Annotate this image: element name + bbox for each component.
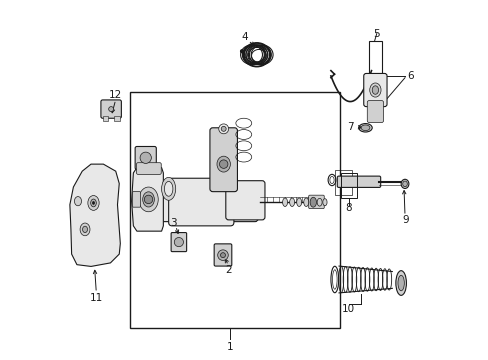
FancyBboxPatch shape — [214, 244, 231, 266]
Ellipse shape — [395, 271, 406, 295]
FancyBboxPatch shape — [366, 100, 383, 122]
Ellipse shape — [369, 83, 380, 97]
Ellipse shape — [164, 181, 173, 196]
FancyBboxPatch shape — [132, 192, 140, 207]
Ellipse shape — [92, 202, 94, 204]
Ellipse shape — [108, 107, 113, 112]
Ellipse shape — [139, 187, 158, 212]
Text: 8: 8 — [345, 203, 351, 213]
Ellipse shape — [322, 199, 326, 206]
Ellipse shape — [303, 198, 308, 207]
Circle shape — [217, 250, 228, 260]
Bar — [341, 173, 356, 198]
Circle shape — [218, 124, 228, 134]
Bar — [114, 116, 120, 121]
FancyBboxPatch shape — [136, 163, 161, 174]
Circle shape — [220, 253, 225, 258]
Text: 12: 12 — [109, 90, 122, 100]
FancyBboxPatch shape — [337, 176, 380, 188]
Ellipse shape — [80, 223, 90, 236]
Ellipse shape — [82, 226, 87, 233]
Bar — [102, 116, 108, 121]
Bar — [368, 41, 381, 76]
FancyBboxPatch shape — [157, 186, 257, 222]
Text: 7: 7 — [346, 122, 353, 132]
FancyBboxPatch shape — [308, 195, 324, 208]
Text: 5: 5 — [373, 28, 379, 39]
Circle shape — [219, 160, 227, 168]
Circle shape — [221, 126, 225, 131]
Circle shape — [140, 152, 151, 163]
Text: 10: 10 — [341, 304, 354, 314]
Ellipse shape — [289, 198, 294, 207]
Ellipse shape — [282, 198, 287, 207]
Text: 6: 6 — [406, 71, 412, 81]
FancyBboxPatch shape — [171, 233, 186, 252]
Bar — [334, 170, 351, 195]
Ellipse shape — [90, 199, 96, 207]
Ellipse shape — [317, 198, 322, 206]
Circle shape — [144, 195, 152, 204]
Circle shape — [240, 50, 243, 53]
Text: 2: 2 — [225, 265, 231, 275]
Circle shape — [174, 238, 183, 247]
Ellipse shape — [161, 177, 175, 200]
FancyBboxPatch shape — [135, 147, 156, 170]
FancyBboxPatch shape — [363, 73, 386, 107]
FancyBboxPatch shape — [168, 178, 233, 226]
Ellipse shape — [360, 125, 369, 131]
Ellipse shape — [397, 275, 404, 291]
Ellipse shape — [309, 197, 316, 207]
FancyBboxPatch shape — [225, 181, 264, 220]
Text: 1: 1 — [226, 342, 233, 351]
Ellipse shape — [402, 181, 407, 187]
Ellipse shape — [358, 123, 371, 132]
Ellipse shape — [88, 195, 99, 210]
FancyBboxPatch shape — [101, 100, 121, 118]
Ellipse shape — [400, 179, 408, 189]
Ellipse shape — [142, 192, 154, 207]
Ellipse shape — [296, 198, 301, 207]
Ellipse shape — [74, 197, 81, 206]
Text: 9: 9 — [402, 215, 408, 225]
Ellipse shape — [371, 86, 378, 94]
Ellipse shape — [217, 156, 230, 172]
Text: 3: 3 — [170, 218, 177, 228]
Text: 4: 4 — [241, 32, 247, 42]
Polygon shape — [131, 168, 163, 231]
Polygon shape — [70, 164, 120, 266]
FancyBboxPatch shape — [209, 128, 237, 192]
Bar — [130, 92, 339, 328]
Text: 11: 11 — [89, 293, 103, 303]
